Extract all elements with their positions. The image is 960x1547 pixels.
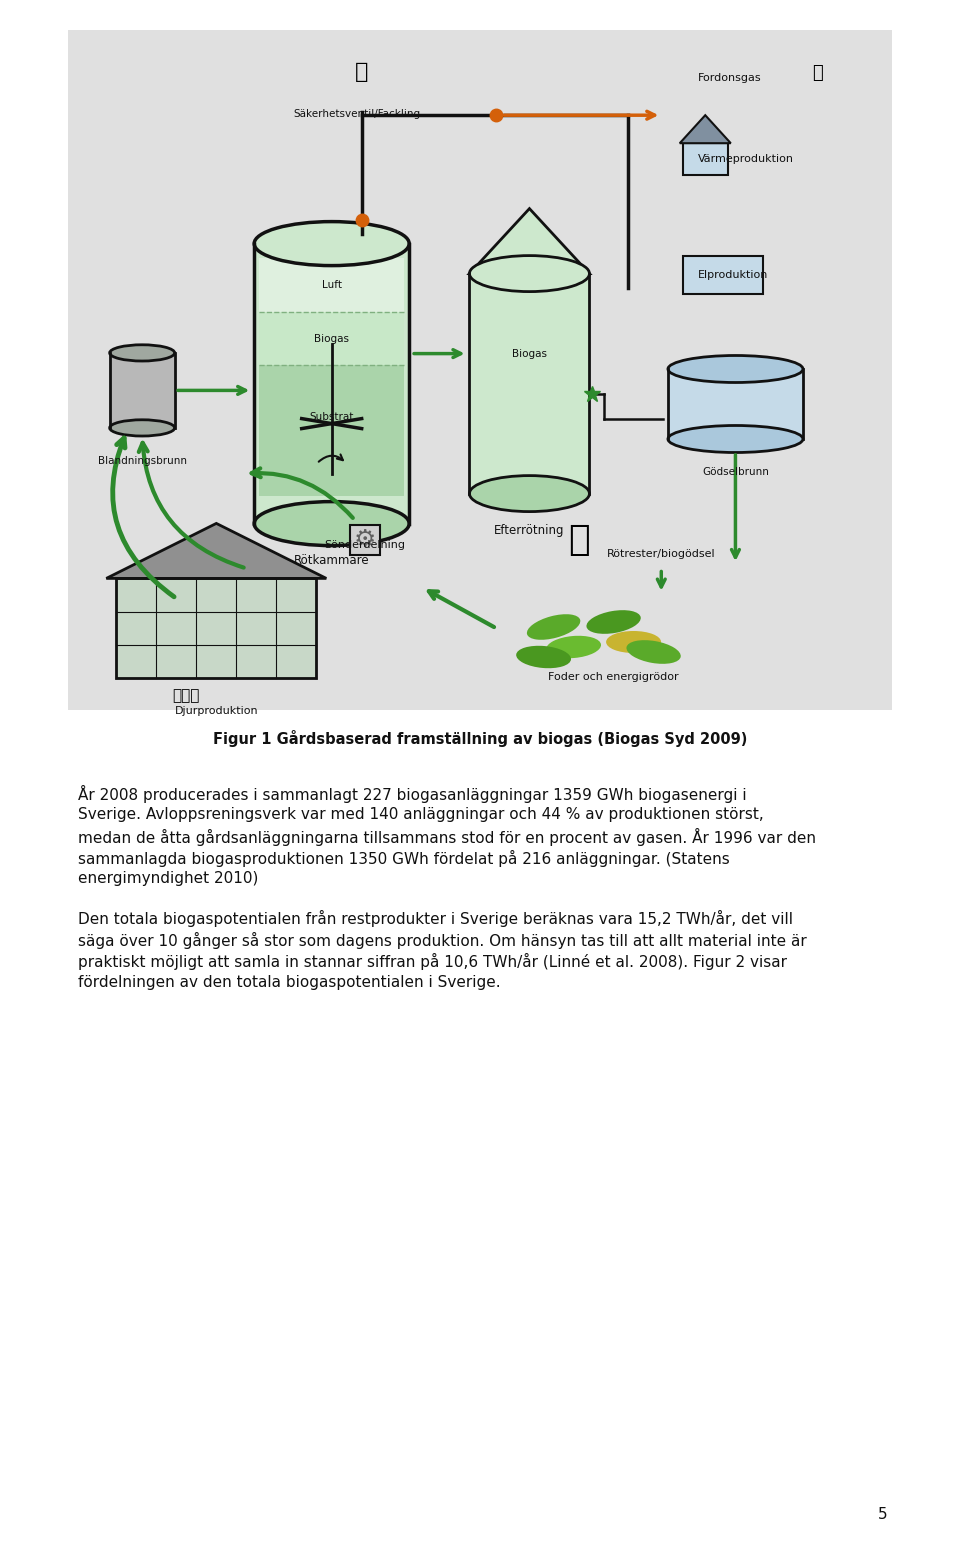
Ellipse shape: [668, 425, 803, 453]
Text: sammanlagda biogasproduktionen 1350 GWh fördelat på 216 anläggningar. (Statens: sammanlagda biogasproduktionen 1350 GWh …: [78, 849, 730, 866]
Text: Sönderdelning: Sönderdelning: [324, 540, 405, 551]
Text: Elproduktion: Elproduktion: [698, 269, 768, 280]
Text: 5: 5: [877, 1507, 887, 1522]
Polygon shape: [680, 114, 731, 144]
Text: Efterrötning: Efterrötning: [494, 523, 564, 537]
Ellipse shape: [627, 640, 681, 664]
Text: 🚜: 🚜: [568, 523, 589, 557]
Text: säga över 10 gånger så stor som dagens produktion. Om hänsyn tas till att allt m: säga över 10 gånger så stor som dagens p…: [78, 931, 806, 948]
Ellipse shape: [469, 475, 589, 512]
Bar: [259, 258, 404, 312]
Text: Fordonsgas: Fordonsgas: [698, 73, 761, 82]
Ellipse shape: [668, 356, 803, 382]
Text: Gödselbrunn: Gödselbrunn: [702, 467, 769, 476]
Bar: [116, 579, 317, 679]
Text: 🚗: 🚗: [812, 63, 823, 82]
Text: Rötkammare: Rötkammare: [294, 554, 370, 566]
Text: Biogas: Biogas: [314, 334, 349, 343]
Bar: [68, 29, 892, 710]
Bar: [683, 255, 763, 294]
Bar: [683, 144, 728, 175]
Bar: [259, 365, 404, 495]
Ellipse shape: [254, 501, 409, 546]
Text: praktiskt möjligt att samla in stannar siffran på 10,6 TWh/år (Linné et al. 2008: praktiskt möjligt att samla in stannar s…: [78, 953, 787, 970]
Text: Djurproduktion: Djurproduktion: [175, 707, 258, 716]
Text: Biogas: Biogas: [512, 348, 547, 359]
Bar: [254, 243, 409, 523]
Bar: [259, 312, 404, 365]
Text: Den totala biogaspotentialen från restprodukter i Sverige beräknas vara 15,2 TWh: Den totala biogaspotentialen från restpr…: [78, 910, 793, 927]
Ellipse shape: [109, 419, 175, 436]
Text: Foder och energigrödor: Foder och energigrödor: [548, 671, 679, 682]
Ellipse shape: [469, 255, 589, 291]
Bar: [109, 353, 175, 429]
Text: Figur 1 Gårdsbaserad framställning av biogas (Biogas Syd 2009): Figur 1 Gårdsbaserad framställning av bi…: [213, 730, 747, 747]
Bar: [469, 274, 589, 493]
Ellipse shape: [527, 614, 580, 640]
Text: 🐄🐄🐄: 🐄🐄🐄: [173, 688, 200, 704]
Ellipse shape: [546, 636, 601, 657]
Text: Substrat: Substrat: [309, 412, 354, 422]
Ellipse shape: [606, 631, 661, 653]
Ellipse shape: [516, 645, 571, 668]
Ellipse shape: [254, 221, 409, 266]
Text: Rötrester/biogödsel: Rötrester/biogödsel: [607, 549, 715, 558]
Text: Sverige. Avloppsreningsverk var med 140 anläggningar och 44 % av produktionen st: Sverige. Avloppsreningsverk var med 140 …: [78, 806, 764, 821]
Text: Säkerhetsventil/Fackling: Säkerhetsventil/Fackling: [293, 110, 420, 119]
Text: ⚙: ⚙: [353, 528, 375, 552]
Bar: [668, 370, 803, 439]
Polygon shape: [107, 523, 326, 579]
Text: energimyndighet 2010): energimyndighet 2010): [78, 871, 258, 886]
Text: 🔥: 🔥: [355, 62, 369, 82]
Text: År 2008 producerades i sammanlagt 227 biogasanläggningar 1359 GWh biogasenergi i: År 2008 producerades i sammanlagt 227 bi…: [78, 784, 747, 803]
Ellipse shape: [587, 610, 640, 634]
Text: Värmeproduktion: Värmeproduktion: [698, 155, 794, 164]
Bar: [349, 524, 379, 555]
Text: Luft: Luft: [322, 280, 342, 289]
Text: fördelningen av den totala biogaspotentialen i Sverige.: fördelningen av den totala biogaspotenti…: [78, 975, 500, 990]
Text: medan de åtta gårdsanläggningarna tillsammans stod för en procent av gasen. År 1: medan de åtta gårdsanläggningarna tillsa…: [78, 828, 816, 846]
Ellipse shape: [109, 345, 175, 360]
Text: Blandningsbrunn: Blandningsbrunn: [98, 456, 186, 466]
Polygon shape: [469, 209, 589, 274]
